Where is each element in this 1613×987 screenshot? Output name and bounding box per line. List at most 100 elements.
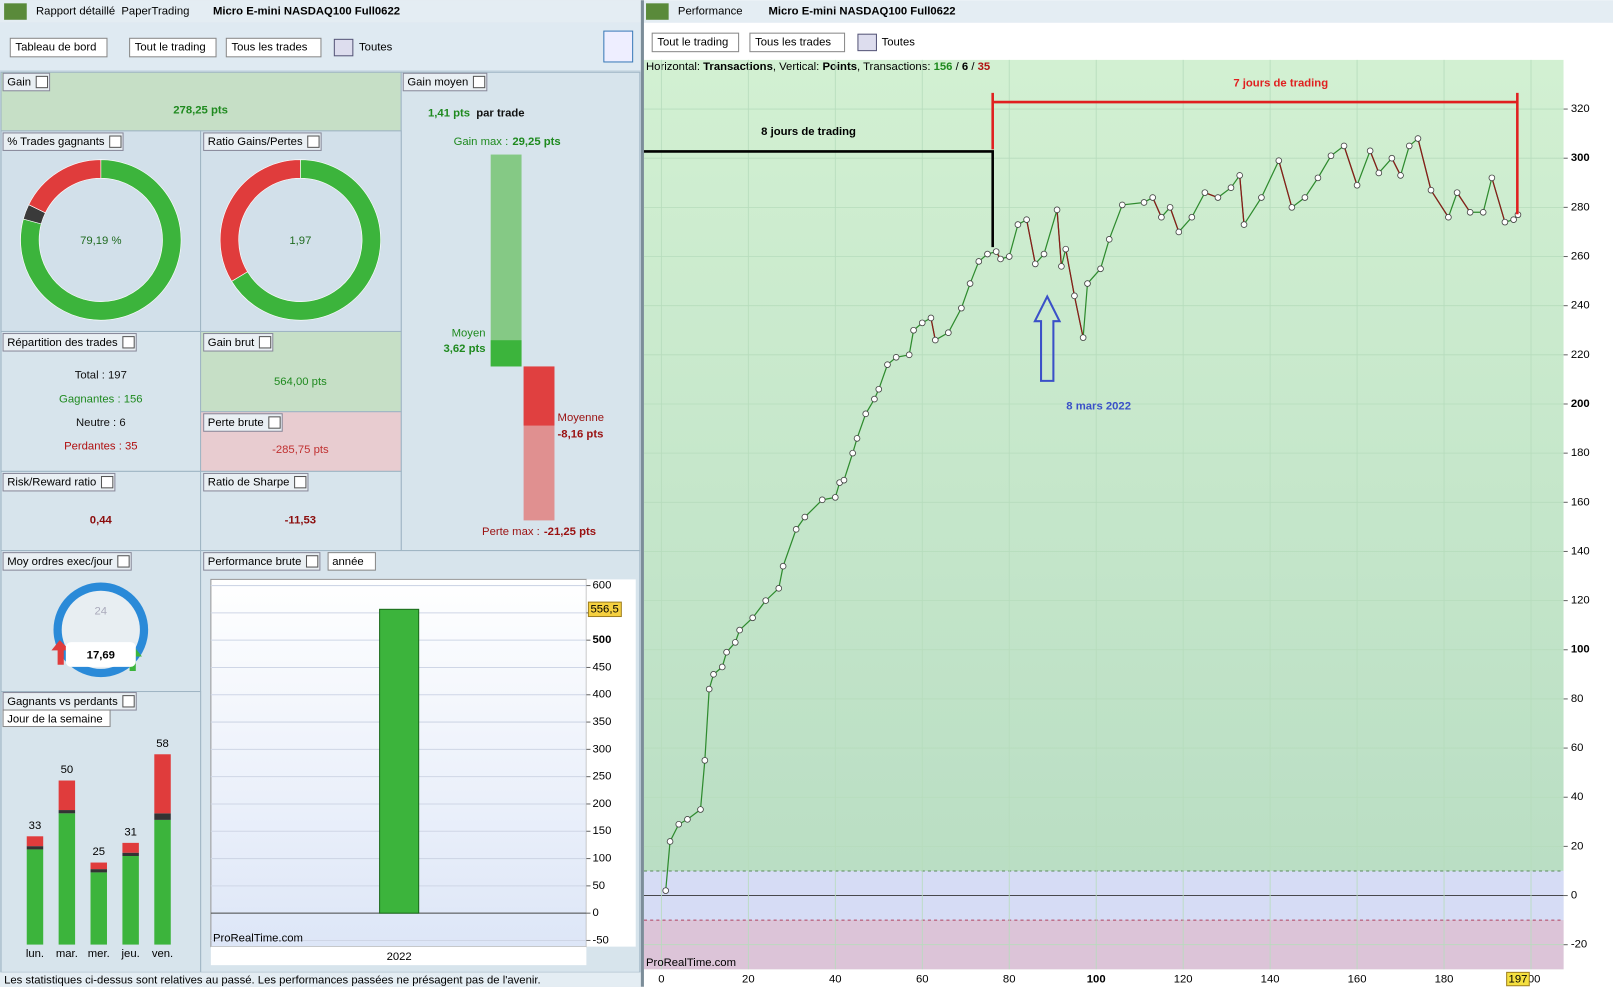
trade-point	[1366, 147, 1374, 155]
gain-bar	[490, 340, 522, 367]
cell-label-box	[2, 132, 124, 151]
info: /	[968, 61, 977, 73]
tab[interactable]: Micro E-mini NASDAQ100 Full0622	[213, 6, 400, 18]
loss-segment	[1417, 138, 1432, 191]
trade-point	[1062, 245, 1070, 253]
axis-area	[1563, 59, 1613, 987]
y-tick-label: 280	[1571, 201, 1590, 213]
cell-label: Ratio de Sharpe	[208, 477, 290, 489]
sharpe-value: -11,53	[285, 515, 316, 527]
dropdown-label: Tous les trades	[231, 42, 307, 54]
info: Horizontal:	[646, 61, 703, 73]
trade-point	[818, 496, 826, 504]
loss-segment	[1456, 192, 1471, 213]
trade-point	[736, 626, 743, 634]
risk-value: 0,44	[90, 515, 113, 527]
trade-point	[1097, 265, 1104, 273]
dropdown-label: Jour de la semaine	[7, 713, 102, 725]
trade-point	[1014, 221, 1022, 228]
cell-label: Moy ordres exec/jour	[7, 556, 113, 568]
trade-point	[718, 663, 726, 671]
trade-point	[1314, 174, 1322, 182]
repartition-row: Perdantes : 35	[64, 441, 137, 453]
cell-label: Perte brute	[208, 417, 264, 429]
gauge-dial: 24	[95, 605, 108, 617]
y-tick-label: -20	[1571, 939, 1587, 951]
x-tick-label: 80	[1003, 974, 1016, 986]
bracket	[991, 92, 1519, 215]
annotation: 7 jours de trading	[1233, 78, 1328, 90]
loss-segment	[1239, 175, 1245, 225]
tab[interactable]: PaperTrading	[121, 6, 189, 18]
dropdown[interactable]	[129, 37, 217, 58]
bar-segment	[26, 836, 44, 847]
cell-label: % Trades gagnants	[7, 136, 105, 148]
trade-point	[905, 351, 913, 359]
filter-label: Toutes	[359, 42, 393, 54]
cell-label: Répartition des trades	[7, 337, 118, 349]
trade-point	[1166, 204, 1174, 211]
trade-point	[997, 255, 1004, 263]
calendar-icon[interactable]	[857, 33, 877, 52]
y-tick-label: 40	[1571, 791, 1584, 803]
value-label: 3,62 pts	[443, 343, 485, 355]
gain-label: Gain max :29,25 pts	[454, 136, 561, 148]
trade-point	[1397, 172, 1404, 179]
gain-moyen-suffix: par trade	[476, 107, 524, 119]
trade-point	[1079, 334, 1087, 341]
bar	[379, 608, 420, 914]
axis-area	[643, 969, 1564, 987]
cell-label: Performance brute	[208, 556, 302, 568]
y-tick-label: 150	[593, 825, 612, 837]
trade-point	[1071, 292, 1078, 300]
y-tick-label: 320	[1571, 103, 1590, 115]
trade-point	[1005, 253, 1013, 260]
y-tick-label: 0	[593, 907, 599, 919]
trade-point	[1479, 208, 1487, 216]
trade-point	[958, 304, 965, 312]
trade-point	[1158, 213, 1165, 221]
dropdown[interactable]	[225, 37, 322, 58]
watermark: ProRealTime.com	[646, 957, 736, 969]
wrench-icon	[122, 695, 135, 708]
trade-point	[1453, 189, 1461, 196]
tab[interactable]: Micro E-mini NASDAQ100 Full0622	[768, 6, 955, 18]
y-tick-label: 80	[1571, 693, 1584, 705]
calendar-icon[interactable]	[333, 38, 354, 57]
dropdown[interactable]	[2, 709, 111, 728]
y-tick-label: 100	[593, 853, 612, 865]
cell	[0, 330, 202, 472]
wrench-icon	[117, 555, 130, 568]
x-tick-label: 180	[1435, 974, 1454, 986]
gain-moyen: 1,41 pts par trade	[428, 107, 525, 119]
y-tick-label: 250	[593, 771, 612, 783]
tab[interactable]: Performance	[678, 6, 743, 18]
x-tick-label: ven.	[152, 948, 173, 960]
trade-point	[992, 248, 1000, 255]
settings-icon[interactable]	[603, 30, 634, 63]
cell-label-box	[2, 333, 137, 352]
gain-moyen-value: 1,41 pts	[428, 107, 470, 119]
gain-brut-value: 564,00 pts	[274, 376, 327, 388]
disclaimer: Les statistiques ci-dessus sont relative…	[4, 975, 541, 987]
y-tick-label: 60	[1571, 742, 1584, 754]
equity-chart: -200204060801001201401601802002202402602…	[643, 59, 1590, 987]
total-label: 31	[124, 827, 137, 839]
dropdown[interactable]	[651, 32, 740, 53]
gain-bar	[490, 154, 522, 367]
cell-label: Gagnants vs perdants	[7, 696, 118, 708]
tab[interactable]: Rapport détaillé	[36, 6, 115, 18]
wrench-icon	[100, 476, 114, 489]
dropdown[interactable]	[749, 32, 846, 53]
x-tick-label: lun.	[26, 948, 44, 960]
info: 6	[962, 61, 968, 73]
wrench-icon	[305, 555, 319, 568]
info: Points	[822, 61, 857, 73]
trade-point	[831, 494, 839, 501]
total-label: 58	[156, 738, 169, 750]
trade-point	[1405, 142, 1413, 150]
demo-icon	[4, 3, 27, 20]
loss-segment	[1369, 150, 1380, 174]
dropdown[interactable]	[9, 37, 108, 58]
dropdown[interactable]	[327, 552, 376, 571]
